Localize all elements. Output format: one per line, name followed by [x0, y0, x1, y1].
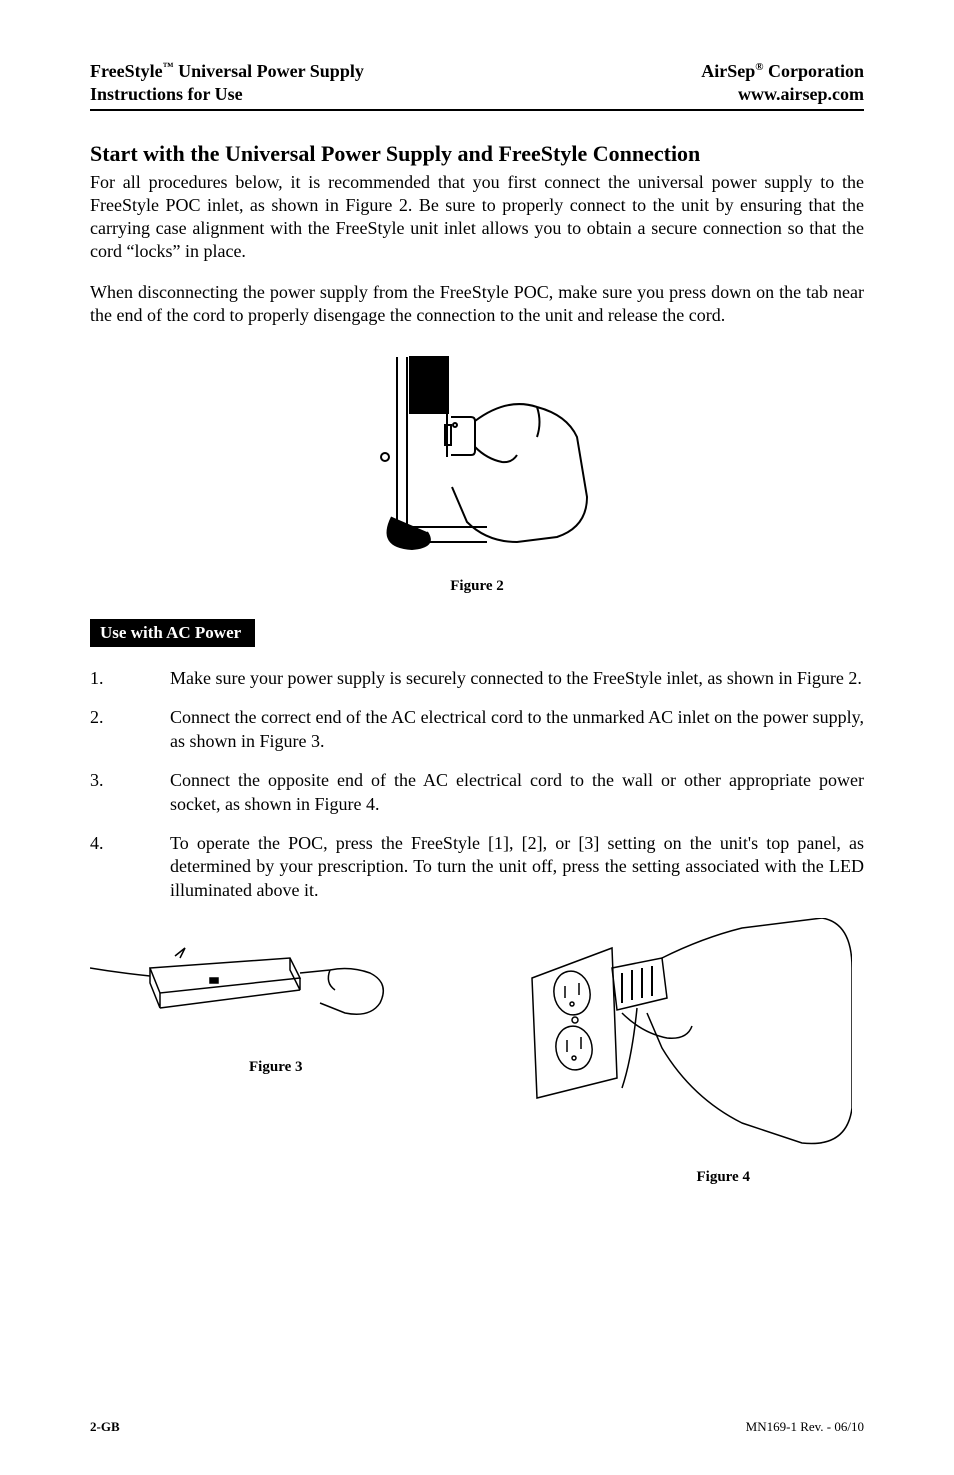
list-item: 2. Connect the correct end of the AC ele…	[90, 706, 864, 753]
figure4-container: Figure 4	[492, 918, 864, 1186]
header-left-line2: Instructions for Use	[90, 84, 243, 104]
footer-right: MN169-1 Rev. - 06/10	[746, 1419, 864, 1435]
bottom-figures: Figure 3	[90, 918, 864, 1186]
header-right-line1a: AirSep	[701, 61, 755, 81]
list-num-3: 3.	[90, 769, 170, 816]
figure3-svg	[90, 918, 410, 1048]
figure4-caption: Figure 4	[582, 1169, 864, 1186]
tm-symbol: ™	[163, 61, 174, 73]
list-num-1: 1.	[90, 667, 170, 690]
list-item: 4. To operate the POC, press the FreeSty…	[90, 832, 864, 902]
list-text-2: Connect the correct end of the AC electr…	[170, 706, 864, 753]
section2-box: Use with AC Power	[90, 619, 255, 647]
list-item: 3. Connect the opposite end of the AC el…	[90, 769, 864, 816]
figure3-caption: Figure 3	[90, 1059, 462, 1076]
header-right: AirSep® Corporation www.airsep.com	[701, 60, 864, 107]
header-left-line1a: FreeStyle	[90, 61, 163, 81]
list-text-3: Connect the opposite end of the AC elect…	[170, 769, 864, 816]
section1-para1: For all procedures below, it is recommen…	[90, 171, 864, 263]
page-footer: 2-GB MN169-1 Rev. - 06/10	[90, 1419, 864, 1435]
figure2-svg	[337, 347, 617, 567]
page-header: FreeStyle™ Universal Power Supply Instru…	[90, 60, 864, 111]
footer-left: 2-GB	[90, 1419, 120, 1435]
reg-symbol: ®	[755, 61, 763, 73]
figure3-container: Figure 3	[90, 918, 462, 1076]
header-right-line2: www.airsep.com	[738, 84, 864, 104]
list-num-2: 2.	[90, 706, 170, 753]
figure2-container: Figure 2	[90, 347, 864, 595]
figure4-svg	[492, 918, 852, 1158]
header-left-line1b: Universal Power Supply	[174, 61, 364, 81]
header-left: FreeStyle™ Universal Power Supply Instru…	[90, 60, 364, 107]
header-right-line1b: Corporation	[764, 61, 865, 81]
section1-heading: Start with the Universal Power Supply an…	[90, 141, 864, 167]
list-text-1: Make sure your power supply is securely …	[170, 667, 864, 690]
list-num-4: 4.	[90, 832, 170, 902]
list-text-4: To operate the POC, press the FreeStyle …	[170, 832, 864, 902]
figure2-caption: Figure 2	[90, 578, 864, 595]
list-item: 1. Make sure your power supply is secure…	[90, 667, 864, 690]
section1-para2: When disconnecting the power supply from…	[90, 281, 864, 327]
